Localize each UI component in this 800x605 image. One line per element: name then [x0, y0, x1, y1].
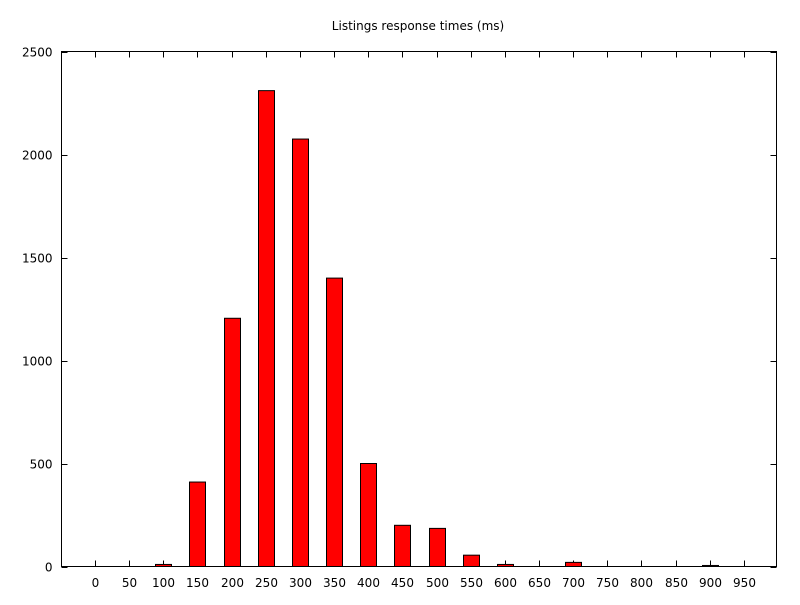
x-tick-label: 450 — [391, 576, 414, 590]
x-tick-label: 0 — [92, 576, 100, 590]
y-tick-label: 500 — [30, 458, 53, 472]
x-axis: 0 50 100 150 200 250 300 350 400 450 500 550 600 650 7… — [92, 51, 756, 590]
bar — [565, 561, 582, 568]
x-tick-label: 850 — [665, 576, 688, 590]
bar — [224, 317, 241, 567]
x-tick-label: 150 — [186, 576, 209, 590]
x-tick-label: 250 — [255, 576, 278, 590]
x-tick-label: 650 — [528, 576, 551, 590]
bar — [189, 481, 206, 568]
bar — [326, 277, 343, 567]
x-tick-label: 900 — [699, 576, 722, 590]
x-tick-label: 200 — [221, 576, 244, 590]
y-tick-label: 2000 — [22, 149, 53, 163]
bar — [463, 554, 480, 567]
bar — [429, 527, 446, 568]
x-tick-label: 100 — [152, 576, 175, 590]
bar — [155, 563, 172, 568]
bar — [360, 463, 377, 567]
x-tick-label: 400 — [357, 576, 380, 590]
x-tick-label: 600 — [494, 576, 517, 590]
bar — [258, 90, 275, 567]
bar — [394, 524, 411, 567]
bars — [155, 90, 719, 568]
y-tick-label: 1500 — [22, 252, 53, 266]
x-tick-label: 300 — [289, 576, 312, 590]
x-tick-label: 800 — [630, 576, 653, 590]
x-tick-label: 700 — [562, 576, 585, 590]
x-tick-label: 350 — [323, 576, 346, 590]
x-tick-label: 500 — [426, 576, 449, 590]
bar — [497, 563, 514, 568]
chart-title: Listings response times (ms) — [332, 19, 504, 33]
y-tick-label: 0 — [45, 561, 53, 575]
x-tick-label: 950 — [733, 576, 756, 590]
bar — [702, 564, 719, 567]
x-tick-label: 550 — [460, 576, 483, 590]
bar — [292, 138, 309, 568]
y-tick-label: 2500 — [22, 46, 53, 60]
plot-area-frame — [61, 51, 777, 567]
y-axis: 0 500 1000 1500 2000 2500 — [22, 46, 777, 575]
x-tick-label: 750 — [596, 576, 619, 590]
x-tick-label: 50 — [122, 576, 137, 590]
y-tick-label: 1000 — [22, 355, 53, 369]
